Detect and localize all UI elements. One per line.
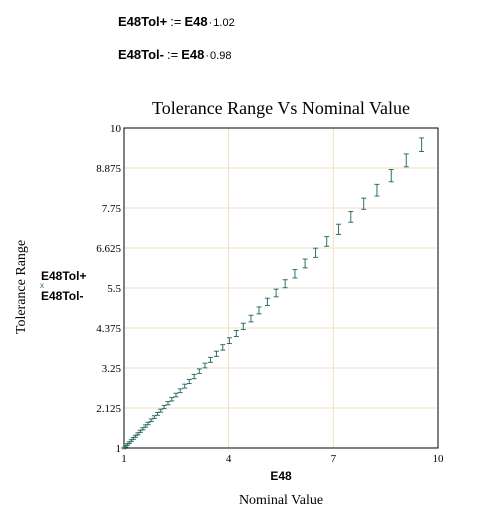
trace-marker-icon: x [40, 281, 44, 290]
definition-base: E48 [184, 14, 208, 29]
plot-frame [123, 127, 439, 449]
tolerance-bar [256, 306, 262, 315]
tolerance-bar [313, 247, 319, 258]
tolerance-bar [145, 421, 151, 426]
legend-entry-minus: E48Tol- [41, 289, 84, 303]
tolerance-bar [374, 183, 380, 197]
x-axis-title: Nominal Value [238, 493, 324, 508]
y-tick-label: 4.375 [96, 323, 121, 335]
tolerance-bar [273, 288, 279, 298]
y-tick-label: 10 [110, 123, 122, 135]
plot-border [123, 127, 439, 449]
y-tick-label: 7.75 [102, 203, 122, 215]
tolerance-bar [161, 405, 167, 410]
tolerance-bar [128, 439, 134, 442]
tolerance-bar [191, 373, 197, 380]
multiply-dot: · [208, 17, 213, 29]
y-tick-label: 1 [116, 443, 122, 455]
tolerance-bar [226, 337, 232, 344]
tolerance-markers [121, 137, 425, 450]
tolerance-bar [182, 383, 188, 389]
tolerance-bar [388, 168, 394, 183]
tolerance-bar [135, 432, 141, 436]
tolerance-bar [148, 418, 154, 423]
tolerance-bar [240, 322, 246, 331]
x-tick-label: 7 [331, 453, 337, 465]
legend-entry-plus: E48Tol+ [41, 269, 87, 283]
definition-name: E48Tol- [118, 47, 164, 62]
tolerance-bar [324, 236, 330, 247]
y-tick-label: 8.875 [96, 163, 121, 175]
tolerance-bar [137, 429, 143, 433]
definition-base: E48 [181, 47, 205, 62]
definition-factor: 1.02 [213, 17, 235, 29]
tolerance-bar [158, 408, 164, 413]
tolerance-bar [248, 314, 254, 323]
tolerance-bar [302, 258, 308, 269]
tolerance-bar [165, 401, 171, 406]
y-tick-label: 5.5 [107, 283, 121, 295]
y-tick-label: 3.25 [102, 363, 122, 375]
x-tick-labels: 1 4 7 10 [121, 453, 444, 465]
tolerance-bar [169, 397, 175, 402]
tolerance-bar [220, 344, 226, 351]
tolerance-bar [154, 411, 160, 416]
tolerance-bar [213, 350, 219, 357]
tolerance-bar [130, 436, 136, 440]
tolerance-bar [233, 330, 239, 338]
definition-factor: 0.98 [210, 50, 232, 62]
multiply-dot: · [205, 50, 210, 62]
tolerance-bar [264, 297, 270, 307]
tolerance-bar [348, 211, 354, 223]
x-axis-expression[interactable]: E48 [270, 469, 292, 483]
x-tick-label: 4 [226, 453, 232, 465]
assign-operator: := [167, 47, 179, 62]
tolerance-bar [403, 153, 409, 168]
tolerance-bar [282, 279, 288, 289]
definition-name: E48Tol+ [118, 14, 168, 29]
x-tick-label: 1 [121, 453, 127, 465]
tolerance-bar [336, 223, 342, 235]
tolerance-bar [208, 356, 214, 363]
tolerance-bar [292, 269, 298, 279]
y-tick-labels: 1 2.125 3.25 4.375 5.5 6.625 7.75 8.875 10 [96, 123, 121, 455]
tolerance-bar [140, 427, 146, 431]
plot-grid [124, 128, 438, 448]
assign-operator: := [170, 14, 182, 29]
y-axis-expressions[interactable]: E48Tol+ x E48Tol- [40, 266, 87, 306]
tolerance-bar [202, 362, 208, 369]
tolerance-bar [133, 434, 139, 438]
y-tick-label: 6.625 [96, 243, 121, 255]
tolerance-bar [361, 197, 367, 210]
x-tick-label: 10 [433, 453, 445, 465]
tolerance-plus-definition[interactable]: E48Tol+:= E48·1.02 [118, 14, 235, 29]
y-tick-label: 2.125 [96, 403, 121, 415]
tolerance-bar [151, 415, 157, 419]
tolerance-bar [186, 378, 192, 385]
tolerance-bar [173, 392, 179, 398]
tolerance-minus-definition[interactable]: E48Tol-:= E48·0.98 [118, 47, 231, 62]
tolerance-bar [196, 368, 202, 374]
plot-title: Tolerance Range Vs Nominal Value [151, 98, 410, 118]
tolerance-bar [126, 441, 132, 444]
tolerance-bar [419, 137, 425, 152]
tolerance-bar [177, 388, 183, 394]
